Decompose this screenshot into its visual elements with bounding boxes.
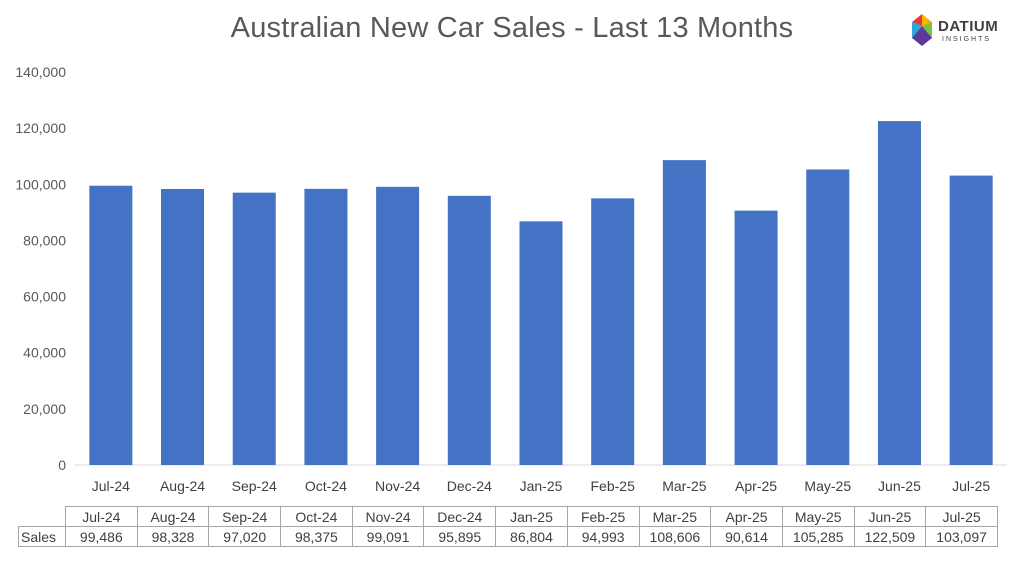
y-tick-label: 20,000	[23, 401, 66, 417]
bar-dec-24	[447, 195, 491, 466]
data-table-month-cell: Nov-24	[351, 506, 425, 527]
data-table-corner	[19, 507, 66, 527]
bar-apr-25	[734, 210, 778, 465]
data-table-month-cell: Jul-25	[925, 506, 998, 527]
y-tick-label: 140,000	[15, 64, 66, 80]
sales-bar-chart: 0 20,000 40,000 60,000 80,000 100,000 120,000 1…	[15, 64, 1007, 494]
data-table-month-cell: Jun-25	[853, 506, 927, 527]
data-table-value-cell: 108,606	[638, 526, 712, 547]
bar-oct-24	[304, 188, 348, 465]
data-table-value-cell: 97,020	[208, 526, 282, 547]
y-tick-label: 120,000	[15, 120, 66, 136]
chart-title: Australian New Car Sales - Last 13 Month…	[230, 12, 794, 44]
logo-wordmark: DATIUM	[938, 18, 999, 35]
datium-logo-mark-icon	[912, 14, 932, 46]
x-tick-label: Jan-25	[520, 478, 563, 494]
logo-subtitle: INSIGHTS	[942, 36, 992, 43]
y-tick-label: 100,000	[15, 176, 66, 192]
data-table-month-cell: Jan-25	[495, 506, 568, 527]
x-tick-label: Jun-25	[878, 478, 921, 494]
bar-nov-24	[376, 186, 420, 465]
data-table-value-cell: 90,614	[710, 526, 783, 547]
bar-may-25	[806, 169, 850, 466]
bar-jan-25	[519, 221, 563, 465]
x-tick-label: Apr-25	[735, 478, 777, 494]
x-tick-label: Jul-24	[92, 478, 130, 494]
data-table-value-cell: 105,285	[781, 526, 855, 547]
bar-feb-25	[591, 198, 635, 466]
bar-jul-24	[89, 185, 133, 466]
data-table-month-cell: Feb-25	[566, 506, 640, 527]
data-table-month-cell: Aug-24	[136, 506, 210, 527]
data-table-month-cell: Apr-25	[710, 506, 783, 527]
data-table: Jul-24 Aug-24 Sep-24 Oct-24 Nov-24 Dec-24 Jan-…	[18, 506, 998, 547]
bar-aug-24	[161, 188, 205, 466]
y-tick-label: 40,000	[23, 345, 66, 361]
y-tick-label: 0	[58, 457, 66, 473]
data-table-month-cell: Oct-24	[280, 506, 353, 527]
data-table-value-cell: 122,509	[853, 526, 927, 547]
y-tick-label: 60,000	[23, 289, 66, 305]
x-tick-label: Dec-24	[447, 478, 492, 494]
data-table-month-cell: Jul-24	[65, 506, 138, 527]
x-tick-label: Oct-24	[305, 478, 347, 494]
x-tick-label: May-25	[804, 478, 851, 494]
datium-logo: DATIUM INSIGHTS	[908, 12, 1020, 52]
bar-jun-25	[877, 121, 921, 466]
data-table-month-cell: Mar-25	[638, 506, 712, 527]
x-tick-label: Sep-24	[232, 478, 277, 494]
x-tick-label: Jul-25	[952, 478, 990, 494]
x-tick-label: Aug-24	[160, 478, 205, 494]
data-table-value-cell: 99,486	[65, 526, 138, 547]
data-table-sales-row: Sales 99,486 98,328 97,020 98,375 99,091 95,89…	[18, 526, 998, 547]
data-table-month-cell: Dec-24	[423, 506, 497, 527]
data-table-month-cell: May-25	[781, 506, 855, 527]
data-table-row-label: Sales	[18, 526, 66, 547]
data-table-value-cell: 103,097	[925, 526, 998, 547]
data-table-value-cell: 95,895	[423, 526, 497, 547]
bar-jul-25	[949, 175, 993, 466]
data-table-value-cell: 94,993	[566, 526, 640, 547]
data-table-value-cell: 99,091	[351, 526, 425, 547]
bar-mar-25	[662, 160, 706, 465]
x-tick-label: Mar-25	[662, 478, 707, 494]
x-tick-label: Feb-25	[591, 478, 636, 494]
data-table-header-row: Jul-24 Aug-24 Sep-24 Oct-24 Nov-24 Dec-24 Jan-…	[19, 506, 998, 527]
bar-sep-24	[232, 192, 276, 465]
data-table-month-cell: Sep-24	[208, 506, 282, 527]
x-tick-label: Nov-24	[375, 478, 420, 494]
data-table-value-cell: 98,375	[280, 526, 353, 547]
data-table-value-cell: 98,328	[136, 526, 210, 547]
y-tick-label: 80,000	[23, 232, 66, 248]
data-table-value-cell: 86,804	[495, 526, 568, 547]
